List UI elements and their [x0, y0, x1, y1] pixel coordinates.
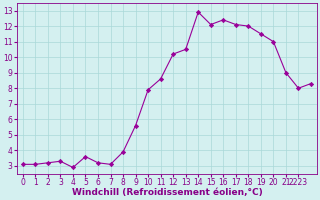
- X-axis label: Windchill (Refroidissement éolien,°C): Windchill (Refroidissement éolien,°C): [72, 188, 262, 197]
